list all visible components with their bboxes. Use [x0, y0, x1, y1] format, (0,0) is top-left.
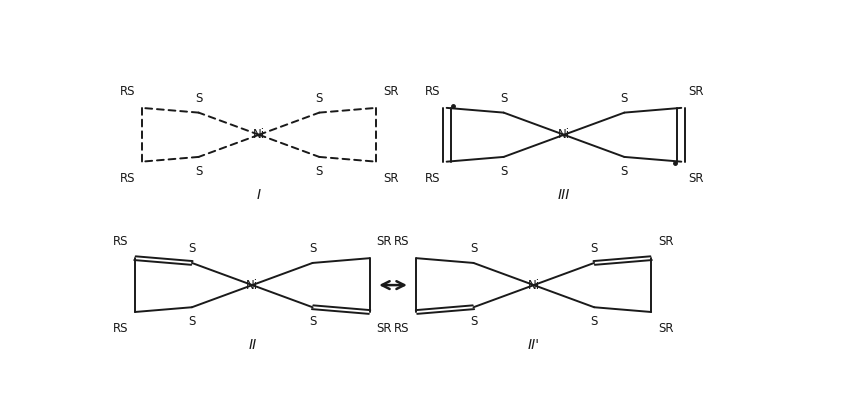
Text: SR: SR	[688, 85, 703, 98]
Text: S: S	[591, 315, 598, 328]
Text: S: S	[195, 92, 202, 105]
Text: RS: RS	[119, 172, 135, 185]
Text: Ni: Ni	[558, 128, 570, 141]
Text: RS: RS	[112, 322, 128, 335]
Text: S: S	[470, 242, 477, 255]
Text: S: S	[591, 242, 598, 255]
Text: S: S	[500, 92, 508, 105]
Text: RS: RS	[394, 235, 410, 248]
Text: S: S	[189, 242, 195, 255]
Text: S: S	[500, 165, 508, 178]
Text: S: S	[189, 315, 195, 328]
Text: RS: RS	[112, 235, 128, 248]
Text: SR: SR	[376, 235, 392, 248]
Text: Ni: Ni	[247, 279, 259, 291]
Text: SR: SR	[658, 322, 673, 335]
Text: S: S	[309, 242, 317, 255]
Text: S: S	[470, 315, 477, 328]
Text: RS: RS	[425, 172, 440, 185]
Text: RS: RS	[119, 85, 135, 98]
Text: I: I	[257, 188, 261, 202]
Text: SR: SR	[376, 322, 392, 335]
Text: Ni: Ni	[528, 279, 540, 291]
Text: S: S	[195, 165, 202, 178]
Text: S: S	[620, 165, 628, 178]
Text: SR: SR	[658, 235, 673, 248]
Text: S: S	[620, 92, 628, 105]
Text: S: S	[316, 92, 323, 105]
Text: SR: SR	[383, 85, 399, 98]
Text: S: S	[316, 165, 323, 178]
Text: SR: SR	[688, 172, 703, 185]
Text: II: II	[248, 338, 256, 352]
Text: RS: RS	[394, 322, 410, 335]
Text: S: S	[309, 315, 317, 328]
Text: RS: RS	[425, 85, 440, 98]
Text: Ni: Ni	[253, 128, 265, 141]
Text: SR: SR	[383, 172, 399, 185]
Text: III: III	[558, 188, 570, 202]
Text: II': II'	[528, 338, 540, 352]
